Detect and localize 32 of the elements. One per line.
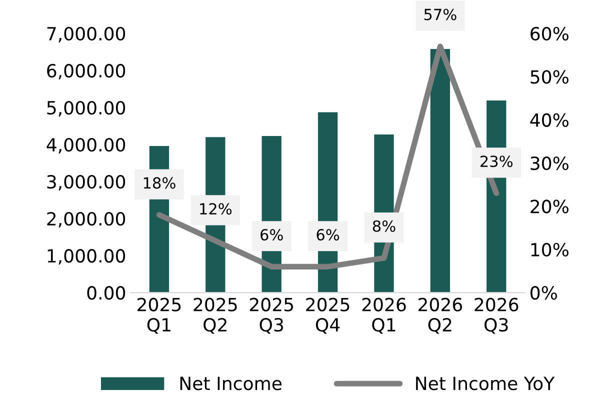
legend-label: Net Income [180,376,282,390]
y-tick-label: 5,000.00 [47,100,126,116]
y2-tick-label: 30% [530,156,568,170]
y-tick-label: 1,000.00 [48,249,126,265]
x-tick-label: 2025 Q2 [194,298,237,334]
y-tick-label: 0.00 [87,286,126,300]
data-label: 12% [200,203,232,215]
x-tick-label: 2026 Q3 [474,298,518,334]
y-tick-label: 7,000.00 [47,26,126,42]
bar [430,48,450,293]
y2-tick-label: 20% [530,200,568,214]
y-tick-label: 4,000.00 [46,138,126,154]
data-label: 18% [144,177,176,189]
y2-tick-label: 50% [530,70,568,84]
y-tick-label: 6,000.00 [47,64,126,80]
y-tick-label: 3,000.00 [47,174,126,190]
data-label: 6% [260,229,283,241]
data-label: 57% [424,8,456,20]
x-tick-label: 2025 Q4 [306,298,350,334]
y2-tick-label: 60% [530,26,568,41]
data-label: 23% [480,156,513,168]
x-tick-label: 2025 Q3 [250,298,294,334]
legend-label: Net Income YoY [416,376,555,390]
y2-tick-label: 0% [530,286,557,300]
x-tick-label: 2026 Q1 [362,298,406,334]
data-label: 6% [316,229,340,241]
x-tick-label: 2026 Q2 [418,298,462,334]
y-tick-label: 2,000.00 [47,212,126,228]
y2-tick-label: 10% [531,242,568,257]
y2-tick-label: 40% [530,113,568,127]
data-label: 8% [372,220,396,232]
x-tick-label: 2025 Q1 [138,298,181,334]
